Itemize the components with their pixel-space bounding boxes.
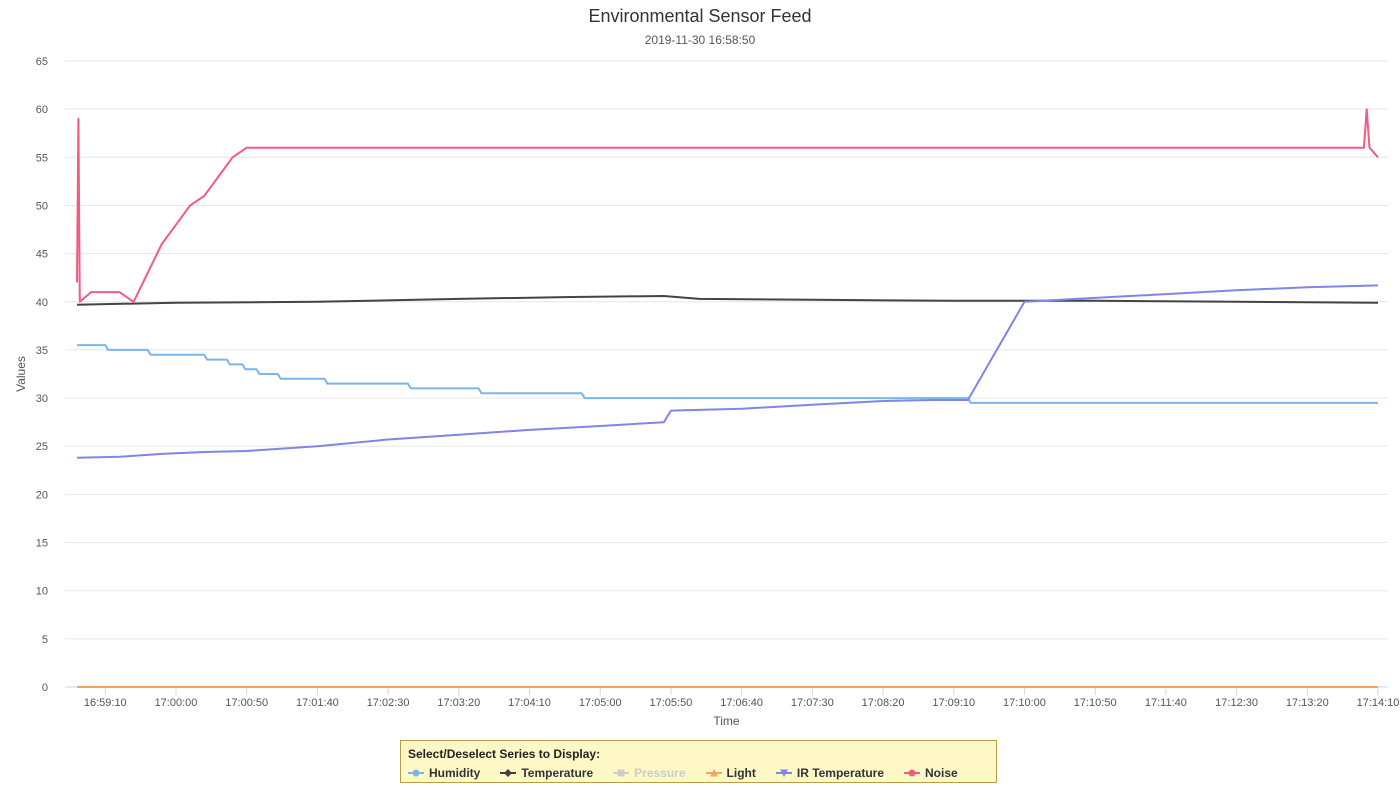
legend-item-light[interactable]: Light — [705, 766, 756, 780]
x-tick-label: 17:11:40 — [1145, 697, 1187, 709]
y-tick-label: 50 — [36, 200, 48, 212]
y-tick-label: 10 — [36, 586, 48, 598]
y-tick-label: 25 — [36, 441, 48, 453]
legend-item-label: Temperature — [521, 766, 594, 780]
x-tick-label: 17:07:30 — [791, 697, 834, 709]
legend-item-humidity[interactable]: Humidity — [408, 766, 480, 780]
y-tick-label: 60 — [36, 104, 48, 116]
chart-subtitle: 2019-11-30 16:58:50 — [644, 33, 756, 47]
axes: 0 5 10 15 20 25 30 35 40 45 50 55 60 65 16:59:10 17:00:… — [36, 56, 1400, 709]
x-axis-title: Time — [713, 714, 740, 728]
y-tick-label: 45 — [36, 249, 48, 261]
legend-item-pressure[interactable]: Pressure — [613, 766, 686, 780]
x-tick-label: 17:08:20 — [862, 697, 905, 709]
y-tick-label: 40 — [36, 297, 48, 309]
legend-item-noise[interactable]: Noise — [904, 766, 958, 780]
legend-item-label: Light — [726, 766, 756, 780]
y-tick-label: 55 — [36, 152, 48, 164]
legend-item-temperature[interactable]: Temperature — [500, 766, 593, 780]
legend-item-label: Noise — [925, 766, 958, 780]
grid-lines — [65, 60, 1388, 688]
triangle-marker-icon — [705, 769, 722, 777]
x-tick-label: 17:05:50 — [650, 697, 693, 709]
x-tick-label: 17:09:10 — [932, 697, 975, 709]
x-tick-label: 16:59:10 — [84, 697, 127, 709]
legend-items: Humidity Temperature Pressure Light IR Tempe… — [408, 766, 978, 780]
x-tick-label: 17:05:00 — [579, 697, 622, 709]
y-tick-label: 65 — [36, 56, 48, 68]
x-tick-label: 17:01:40 — [296, 697, 339, 709]
series-line-temperature — [76, 295, 1379, 306]
triangle-down-marker-icon — [775, 769, 792, 777]
x-tick-label: 17:10:00 — [1003, 697, 1046, 709]
series-plot-area — [76, 108, 1379, 688]
line-chart: 0 5 10 15 20 25 30 35 40 45 50 55 60 65 16:59:10 17:00:… — [14, 56, 1400, 728]
diamond-marker-icon — [500, 769, 517, 777]
x-tick-label: 17:06:40 — [720, 697, 763, 709]
x-tick-label: 17:00:00 — [155, 697, 198, 709]
legend-item-label: IR Temperature — [796, 766, 884, 780]
x-tick-label: 17:03:20 — [437, 697, 480, 709]
y-tick-label: 20 — [36, 489, 48, 501]
y-tick-label: 5 — [42, 634, 48, 646]
series-line-ir-temperature — [76, 284, 1379, 459]
legend-item-label: Humidity — [429, 766, 481, 780]
y-tick-label: 30 — [36, 393, 48, 405]
square-marker-icon — [613, 769, 630, 777]
y-tick-label: 35 — [36, 345, 48, 357]
y-tick-label: 0 — [42, 682, 48, 694]
legend-title: Select/Deselect Series to Display: — [408, 747, 601, 761]
circle-marker-icon — [904, 769, 920, 777]
y-tick-label: 15 — [36, 538, 48, 550]
x-tick-label: 17:04:10 — [508, 697, 551, 709]
x-tick-label: 17:02:30 — [367, 697, 410, 709]
x-tick-label: 17:00:50 — [225, 697, 268, 709]
chart-title: Environmental Sensor Feed — [588, 6, 812, 26]
legend-item-ir-temperature[interactable]: IR Temperature — [775, 766, 884, 780]
series-legend: Select/Deselect Series to Display: Humid… — [400, 740, 997, 783]
x-tick-label: 17:10:50 — [1074, 697, 1117, 709]
x-tick-label: 17:12:30 — [1215, 697, 1258, 709]
circle-marker-icon — [408, 769, 424, 777]
x-tick-label: 17:13:20 — [1286, 697, 1329, 709]
y-axis-title: Values — [14, 356, 28, 392]
series-line-humidity — [77, 344, 1378, 404]
series-line-noise — [76, 108, 1379, 303]
x-tick-label: 17:14:10 — [1357, 697, 1400, 709]
legend-item-label: Pressure — [634, 766, 686, 780]
